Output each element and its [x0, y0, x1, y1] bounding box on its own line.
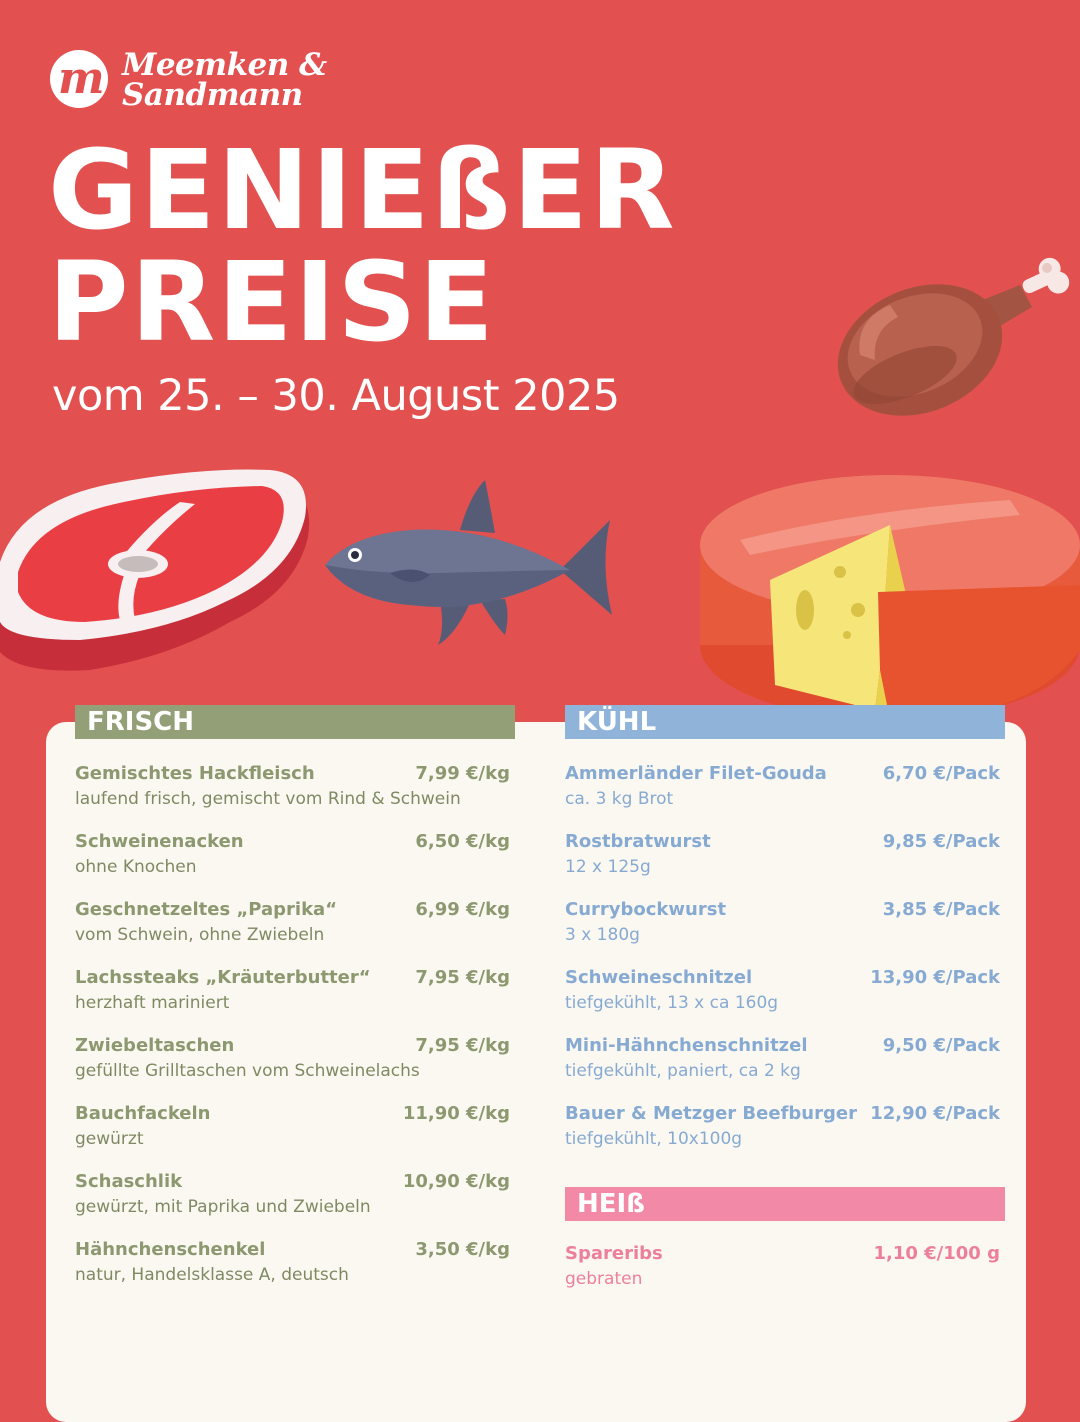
item-description: vom Schwein, ohne Zwiebeln — [75, 925, 325, 945]
item-price: 3,85 €/Pack — [882, 899, 1000, 920]
kuehl-item: Currybockwurst 3,85 €/Pack 3 x 180g — [565, 899, 1000, 959]
item-price: 6,70 €/Pack — [882, 763, 1000, 784]
item-description: gewürzt, mit Paprika und Zwiebeln — [75, 1197, 371, 1217]
item-description: 12 x 125g — [565, 857, 651, 877]
item-price: 1,10 €/100 g — [873, 1243, 1000, 1264]
item-name: Lachssteaks „Kräuterbutter“ — [75, 967, 371, 988]
item-name: Rostbratwurst — [565, 831, 711, 852]
logo-monogram-circle: m — [50, 50, 108, 108]
heiss-item: Spareribs 1,10 €/100 g gebraten — [565, 1243, 1000, 1303]
item-description: laufend frisch, gemischt vom Rind & Schw… — [75, 789, 461, 809]
item-description: gefüllte Grilltaschen vom Schweinelachs — [75, 1061, 420, 1081]
item-price: 6,99 €/kg — [415, 899, 510, 920]
item-name: Currybockwurst — [565, 899, 727, 920]
kuehl-item: Ammerländer Filet-Gouda 6,70 €/Pack ca. … — [565, 763, 1000, 823]
item-price: 9,85 €/Pack — [882, 831, 1000, 852]
item-price: 7,95 €/kg — [415, 1035, 510, 1056]
frisch-item: Bauchfackeln 11,90 €/kg gewürzt — [75, 1103, 510, 1163]
date-range: vom 25. – 30. August 2025 — [52, 371, 620, 421]
item-description: 3 x 180g — [565, 925, 640, 945]
frisch-item: Schweinenacken 6,50 €/kg ohne Knochen — [75, 831, 510, 891]
item-description: tiefgekühlt, 10x100g — [565, 1129, 743, 1149]
item-name: Schaschlik — [75, 1171, 183, 1192]
item-price: 6,50 €/kg — [415, 831, 510, 852]
item-name: Schweinenacken — [75, 831, 244, 852]
brand-name-line2: Sandmann — [122, 77, 303, 113]
fish-icon — [325, 480, 612, 645]
frisch-item: Geschnetzeltes „Paprika“ 6,99 €/kg vom S… — [75, 899, 510, 959]
item-description: natur, Handelsklasse A, deutsch — [75, 1265, 349, 1285]
kuehl-item: Bauer & Metzger Beefburger 12,90 €/Pack … — [565, 1103, 1000, 1163]
item-description: gewürzt — [75, 1129, 144, 1149]
item-description: herzhaft mariniert — [75, 993, 230, 1013]
frisch-item: Lachssteaks „Kräuterbutter“ 7,95 €/kg he… — [75, 967, 510, 1027]
item-price: 10,90 €/kg — [402, 1171, 510, 1192]
section-header-heiss: HEIß — [565, 1187, 1005, 1221]
item-description: ohne Knochen — [75, 857, 197, 877]
item-price: 3,50 €/kg — [415, 1239, 510, 1260]
item-name: Zwiebeltaschen — [75, 1035, 235, 1056]
frisch-item: Zwiebeltaschen 7,95 €/kg gefüllte Grillt… — [75, 1035, 510, 1095]
item-price: 12,90 €/Pack — [870, 1103, 1000, 1124]
frisch-item: Gemischtes Hackfleisch 7,99 €/kg laufend… — [75, 763, 510, 823]
kuehl-item: Schweineschnitzel 13,90 €/Pack tiefgeküh… — [565, 967, 1000, 1027]
kuehl-item: Mini-Hähnchenschnitzel 9,50 €/Pack tiefg… — [565, 1035, 1000, 1095]
item-name: Bauchfackeln — [75, 1103, 211, 1124]
section-header-frisch: FRISCH — [75, 705, 515, 739]
section-header-kuehl: KÜHL — [565, 705, 1005, 739]
brand-name: Meemken & Sandmann — [122, 47, 327, 113]
item-name: Gemischtes Hackfleisch — [75, 763, 315, 784]
item-name: Geschnetzeltes „Paprika“ — [75, 899, 338, 920]
item-price: 7,99 €/kg — [415, 763, 510, 784]
item-name: Schweineschnitzel — [565, 967, 753, 988]
item-price: 9,50 €/Pack — [882, 1035, 1000, 1056]
item-price: 7,95 €/kg — [415, 967, 510, 988]
cheese-wheel-icon — [700, 475, 1080, 720]
item-description: ca. 3 kg Brot — [565, 789, 674, 809]
frisch-item: Schaschlik 10,90 €/kg gewürzt, mit Papri… — [75, 1171, 510, 1231]
item-description: tiefgekühlt, paniert, ca 2 kg — [565, 1061, 801, 1081]
brand-name-line1: Meemken & — [122, 47, 327, 83]
item-name: Spareribs — [565, 1243, 663, 1264]
brand-logo: m Meemken & Sandmann — [50, 50, 330, 120]
item-name: Mini-Hähnchenschnitzel — [565, 1035, 808, 1056]
chicken-leg-icon — [837, 257, 1070, 416]
item-price: 11,90 €/kg — [402, 1103, 510, 1124]
item-name: Bauer & Metzger Beefburger — [565, 1103, 857, 1124]
frisch-item: Hähnchenschenkel 3,50 €/kg natur, Handel… — [75, 1239, 510, 1299]
headline-line2: PREISE — [48, 238, 496, 366]
item-name: Hähnchenschenkel — [75, 1239, 266, 1260]
kuehl-item: Rostbratwurst 9,85 €/Pack 12 x 125g — [565, 831, 1000, 891]
item-description: tiefgekühlt, 13 x ca 160g — [565, 993, 779, 1013]
logo-monogram: m — [58, 53, 105, 104]
steak-icon — [0, 469, 310, 671]
headline-line1: GENIEßER — [48, 126, 677, 254]
item-name: Ammerländer Filet-Gouda — [565, 763, 827, 784]
price-list-card — [46, 722, 1026, 1422]
item-description: gebraten — [565, 1269, 643, 1289]
item-price: 13,90 €/Pack — [870, 967, 1000, 988]
